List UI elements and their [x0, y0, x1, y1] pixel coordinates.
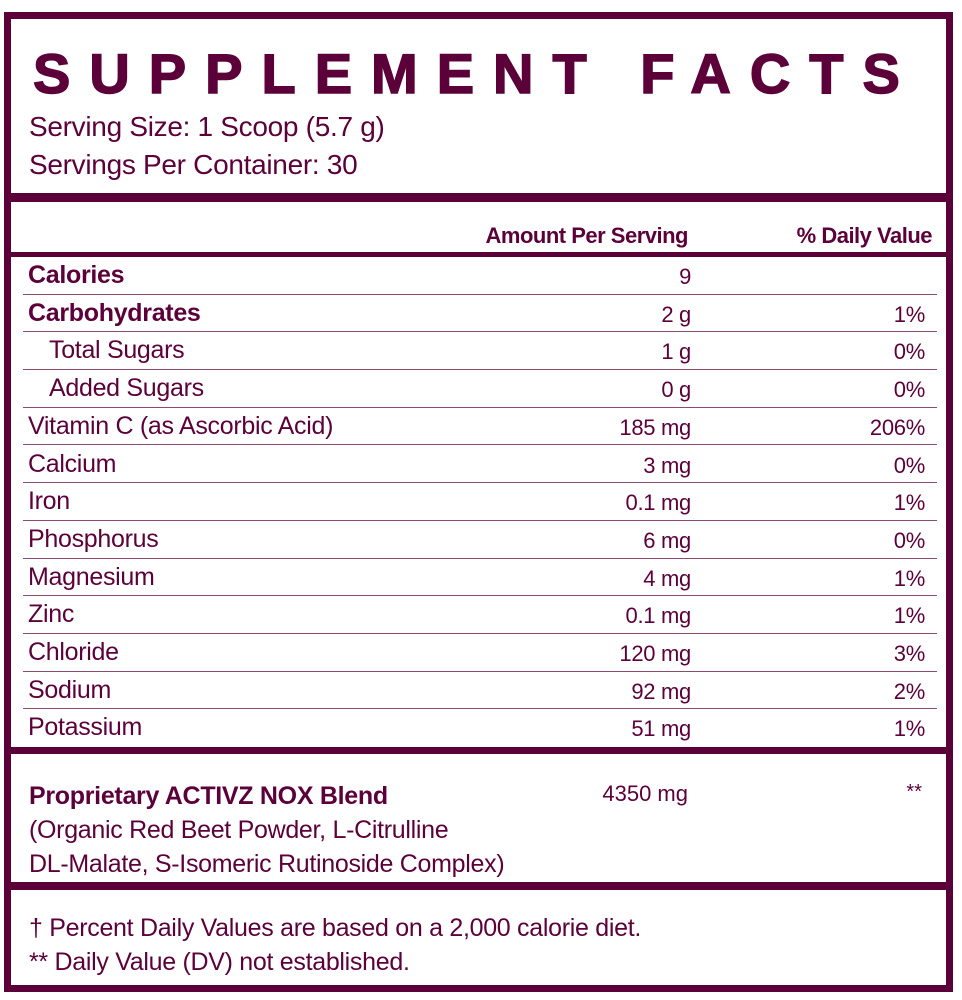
table-row: Iron 0.1 mg 1% — [23, 483, 937, 521]
nutrient-amount: 185 mg — [619, 414, 691, 440]
nutrient-name: Iron — [28, 487, 70, 516]
table-row: Total Sugars 1 g 0% — [23, 332, 937, 371]
nutrient-amount: 51 mg — [631, 716, 691, 742]
nutrient-dv: 0% — [893, 452, 926, 478]
blend-amount: 4350 mg — [602, 781, 688, 806]
nutrient-name: Added Sugars — [49, 374, 204, 403]
nutrient-amount: 1 g — [661, 339, 691, 365]
nutrient-amount: 6 mg — [643, 527, 691, 553]
nutrient-amount: 0.1 mg — [625, 603, 692, 629]
footnote: ** Daily Value (DV) not established. — [29, 948, 410, 976]
nutrient-amount: 0.1 mg — [625, 490, 692, 516]
nutrient-dv: 0% — [893, 339, 926, 365]
dv-header: % Daily Value — [796, 223, 933, 248]
nutrient-dv: 1% — [893, 490, 926, 516]
nutrient-dv: 206% — [869, 414, 925, 440]
table-row: Calories 9 — [23, 257, 937, 295]
nutrient-name: Total Sugars — [49, 336, 185, 365]
nutrient-dv: 3% — [893, 641, 926, 666]
table-row: Calcium 3 mg 0% — [23, 446, 937, 484]
nutrient-name: Vitamin C (as Ascorbic Acid) — [28, 411, 334, 440]
nutrient-dv: 0% — [893, 377, 926, 403]
table-row: Potassium 51 mg 1% — [23, 709, 937, 747]
footnotes: † Percent Daily Values are based on a 2,… — [29, 911, 641, 979]
nutrient-name: Calories — [28, 261, 125, 289]
table-row: Vitamin C (as Ascorbic Acid) 185 mg 206% — [23, 408, 937, 446]
table-row: Magnesium 4 mg 1% — [23, 559, 937, 597]
nutrient-name: Zinc — [28, 600, 75, 629]
table-row: Sodium 92 mg 2% — [23, 672, 937, 710]
table-row: Zinc 0.1 mg 1% — [23, 596, 937, 634]
footnote: † Percent Daily Values are based on a 2,… — [29, 914, 641, 942]
blend-name: Proprietary ACTIVZ NOX Blend — [29, 782, 388, 810]
table-row: Added Sugars 0 g 0% — [23, 370, 937, 408]
nutrient-name: Potassium — [28, 713, 143, 742]
panel-title: SUPPLEMENT FACTS — [32, 42, 919, 105]
nutrient-name: Calcium — [28, 449, 117, 478]
nutrient-amount: 9 — [679, 264, 691, 289]
nutrient-dv: 0% — [893, 527, 926, 553]
nutrient-amount: 92 mg — [631, 678, 691, 704]
nutrient-dv: 1% — [893, 565, 926, 591]
nutrient-amount: 4 mg — [643, 565, 691, 591]
divider — [11, 252, 946, 257]
blend-section: Proprietary ACTIVZ NOX Blend (Organic Re… — [29, 779, 505, 881]
table-row: Chloride 120 mg 3% — [23, 634, 937, 672]
nutrient-dv: 1% — [893, 301, 926, 327]
nutrient-name: Magnesium — [28, 562, 155, 591]
nutrient-amount: 2 g — [661, 301, 691, 327]
blend-ingredients-line2: DL-Malate, S-Isomeric Rutinoside Complex… — [29, 850, 505, 878]
blend-dv: ** — [906, 781, 922, 803]
nutrient-dv: 1% — [893, 716, 926, 742]
nutrient-name: Carbohydrates — [28, 298, 201, 327]
serving-size: Serving Size: 1 Scoop (5.7 g) — [29, 111, 385, 142]
nutrient-name: Chloride — [28, 638, 119, 666]
nutrient-dv: 2% — [893, 678, 926, 704]
table-row: Phosphorus 6 mg 0% — [23, 521, 937, 559]
divider — [11, 882, 946, 890]
nutrient-amount: 0 g — [661, 377, 691, 403]
divider — [11, 747, 946, 754]
nutrient-dv: 1% — [893, 603, 926, 629]
table-row: Carbohydrates 2 g 1% — [23, 295, 937, 333]
nutrient-name: Sodium — [28, 675, 111, 704]
nutrient-amount: 3 mg — [643, 452, 691, 478]
amount-header: Amount Per Serving — [485, 223, 689, 248]
servings-per-container: Servings Per Container: 30 — [29, 149, 358, 180]
supplement-facts-panel: SUPPLEMENT FACTS Serving Size: 1 Scoop (… — [4, 12, 953, 992]
blend-ingredients-line1: (Organic Red Beet Powder, L-Citrulline — [29, 816, 449, 844]
nutrient-amount: 120 mg — [619, 641, 691, 666]
divider — [11, 193, 946, 202]
nutrient-name: Phosphorus — [28, 524, 159, 553]
